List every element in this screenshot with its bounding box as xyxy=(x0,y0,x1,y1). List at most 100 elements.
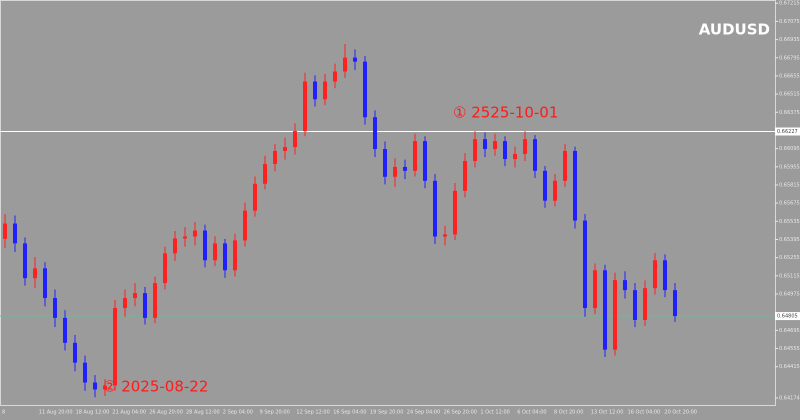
candle-body xyxy=(383,149,387,177)
x-tick-label: 28 Aug 12:00 xyxy=(186,410,220,416)
candle-body xyxy=(83,362,87,383)
y-tick-label: 0.64975 xyxy=(779,292,800,298)
candle-body xyxy=(503,141,507,160)
x-tick-label: 16 Oct 04:00 xyxy=(628,410,661,416)
y-tick-label: 0.66795 xyxy=(779,55,800,61)
y-tick-label: 0.65255 xyxy=(779,255,800,261)
candle-body xyxy=(3,223,7,239)
candle-body xyxy=(153,283,157,318)
candle-body xyxy=(583,220,587,309)
candle-body xyxy=(623,280,627,291)
candle-body xyxy=(673,290,677,317)
candle-body xyxy=(33,268,37,279)
candle-body xyxy=(63,317,67,343)
x-tick-label: 6 Oct 04:00 xyxy=(517,410,546,416)
x-tick-label: 18 Aug 12:00 xyxy=(76,410,110,416)
candle-body xyxy=(273,150,277,164)
bid-label-box xyxy=(775,312,800,321)
x-tick-label: 26 Aug 20:00 xyxy=(149,410,183,416)
candle-body xyxy=(353,57,357,62)
candle-body xyxy=(493,141,497,150)
candle-body xyxy=(613,280,617,350)
x-tick-label: 2 Sep 04:00 xyxy=(223,410,253,416)
candle-body xyxy=(513,153,517,160)
candle-body xyxy=(403,166,407,171)
candle-body xyxy=(523,139,527,154)
y-tick-label: 0.64174 xyxy=(779,395,800,401)
candle-body xyxy=(543,170,547,201)
candle-body xyxy=(593,270,597,309)
y-tick-label: 0.67075 xyxy=(779,19,800,25)
y-tick-label: 0.65815 xyxy=(779,182,800,188)
y-tick-label: 0.65675 xyxy=(779,201,800,207)
candle-body xyxy=(123,298,127,309)
y-tick-label: 0.65395 xyxy=(779,237,800,243)
x-tick-label: 20 Oct 20:00 xyxy=(664,410,697,416)
candle-body xyxy=(203,230,207,261)
candle-body xyxy=(133,293,137,299)
candle-body xyxy=(563,150,567,181)
candle-body xyxy=(223,243,227,271)
candle-body xyxy=(463,160,467,191)
y-tick-label: 0.64695 xyxy=(779,328,800,334)
y-tick-label: 0.65535 xyxy=(779,219,800,225)
candle-body xyxy=(213,243,217,261)
candle-body xyxy=(253,183,257,211)
x-tick-label: 24 Sep 04:00 xyxy=(407,410,440,416)
candle-body xyxy=(363,61,367,118)
candle-body xyxy=(283,147,287,151)
candle-body xyxy=(23,243,27,279)
y-tick-label: 0.66515 xyxy=(779,92,800,98)
candle-body xyxy=(173,238,177,254)
candle-body xyxy=(453,190,457,235)
candle-body xyxy=(113,308,117,386)
y-tick-label: 0.66655 xyxy=(779,73,800,79)
x-tick-label: 26 Sep 20:00 xyxy=(444,410,477,416)
candle-body xyxy=(393,166,397,177)
candle-body xyxy=(473,139,477,161)
y-tick-label: 0.64415 xyxy=(779,364,800,370)
y-tick-label: 0.64555 xyxy=(779,346,800,352)
x-tick-label: 1 Oct 12:00 xyxy=(480,410,509,416)
candle-body xyxy=(163,253,167,284)
candle-body xyxy=(573,150,577,221)
candle-body xyxy=(533,139,537,171)
y-tick-label: 0.65955 xyxy=(779,164,800,170)
y-tick-label: 0.66375 xyxy=(779,110,800,116)
candle-body xyxy=(103,385,107,390)
candle-body xyxy=(93,382,97,390)
annotation: ① 2525-10-01 xyxy=(453,103,558,121)
candle-body xyxy=(293,131,297,148)
candle-body xyxy=(333,71,337,82)
candle-body xyxy=(423,141,427,181)
x-tick-label: 9 Sep 20:00 xyxy=(260,410,290,416)
annotation: ② 2025-08-22 xyxy=(103,377,208,395)
candle-body xyxy=(303,81,307,132)
x-tick-label: 19 Sep 20:00 xyxy=(370,410,403,416)
candle-body xyxy=(663,260,667,291)
candle-body xyxy=(263,163,267,184)
y-tick-label: 0.67215 xyxy=(779,1,800,7)
candle-body xyxy=(553,180,557,201)
x-tick-label: 11 Aug 20:00 xyxy=(39,410,73,416)
x-tick-label: 16 Sep 04:00 xyxy=(333,410,366,416)
candle-body xyxy=(633,290,637,320)
candle-body xyxy=(193,230,197,237)
candle-body xyxy=(483,139,487,150)
candle-body xyxy=(243,210,247,241)
x-tick-label: 8 xyxy=(2,410,5,416)
candle-body xyxy=(373,117,377,150)
candle-body xyxy=(653,260,657,289)
x-tick-label: 13 Oct 12:00 xyxy=(591,410,624,416)
candle-body xyxy=(313,81,317,100)
y-tick-label: 0.66935 xyxy=(779,37,800,43)
y-tick-label: 0.65115 xyxy=(779,273,800,279)
x-tick-label: 8 Oct 20:00 xyxy=(554,410,583,416)
candle-body xyxy=(443,234,447,237)
candle-body xyxy=(643,288,647,320)
candle-body xyxy=(183,236,187,239)
candle-body xyxy=(53,298,57,318)
candle-body xyxy=(73,342,77,363)
